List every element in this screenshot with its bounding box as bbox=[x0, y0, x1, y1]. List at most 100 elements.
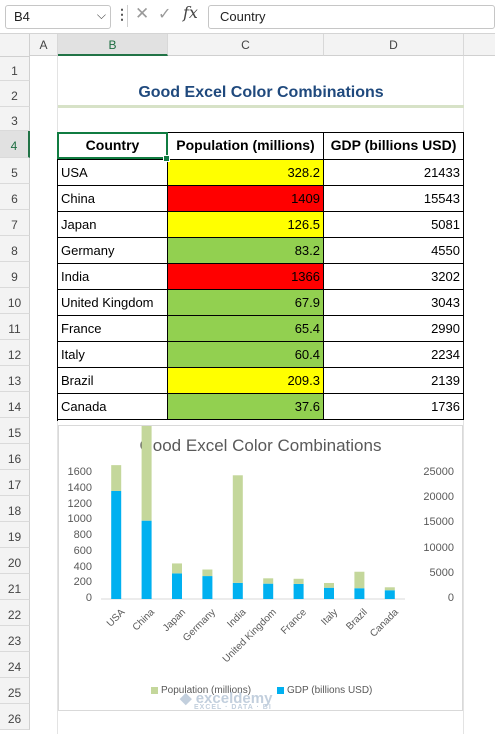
header-gdp[interactable]: GDP (billions USD) bbox=[324, 133, 464, 160]
check-icon[interactable]: ✓ bbox=[158, 6, 172, 23]
row-header-16[interactable]: 16 bbox=[0, 444, 30, 470]
bar-gdp[interactable] bbox=[111, 490, 122, 599]
fill-handle[interactable] bbox=[163, 155, 170, 162]
bar-population[interactable] bbox=[111, 465, 122, 491]
row-header-11[interactable]: 11 bbox=[0, 314, 30, 340]
bar-population[interactable] bbox=[172, 563, 182, 574]
bar-population[interactable] bbox=[202, 569, 213, 577]
header-population[interactable]: Population (millions) bbox=[168, 133, 324, 160]
bar-gdp[interactable] bbox=[324, 587, 334, 599]
column-header-c[interactable]: C bbox=[168, 34, 324, 56]
bar-population[interactable] bbox=[293, 578, 304, 584]
chart-title[interactable]: Good Excel Color Combinations bbox=[139, 436, 382, 455]
cell-population[interactable]: 83.2 bbox=[168, 238, 324, 264]
cell-gdp[interactable]: 2990 bbox=[324, 316, 464, 342]
row-header-25[interactable]: 25 bbox=[0, 678, 30, 704]
bar-gdp[interactable] bbox=[354, 588, 365, 599]
select-all-corner[interactable] bbox=[0, 34, 30, 57]
name-box[interactable]: B4 ⌵ bbox=[5, 5, 111, 29]
bar-gdp[interactable] bbox=[384, 590, 395, 599]
cell-population[interactable]: 67.9 bbox=[168, 290, 324, 316]
column-header-e[interactable] bbox=[464, 34, 495, 56]
formula-input[interactable]: Country bbox=[208, 5, 495, 29]
cell-gdp[interactable]: 3043 bbox=[324, 290, 464, 316]
chevron-down-icon[interactable]: ⌵ bbox=[96, 8, 106, 22]
cell-country[interactable]: Japan bbox=[58, 212, 168, 238]
cell-country[interactable]: United Kingdom bbox=[58, 290, 168, 316]
cell-gdp[interactable]: 1736 bbox=[324, 394, 464, 420]
row-header-21[interactable]: 21 bbox=[0, 574, 30, 600]
row-header-6[interactable]: 6 bbox=[0, 184, 30, 210]
bar-population[interactable] bbox=[324, 582, 334, 588]
cell-country[interactable]: Brazil bbox=[58, 368, 168, 394]
row-header-22[interactable]: 22 bbox=[0, 600, 30, 626]
bar-gdp[interactable] bbox=[172, 573, 182, 599]
bar-gdp[interactable] bbox=[202, 576, 213, 599]
row-header-23[interactable]: 23 bbox=[0, 626, 30, 652]
row-header-14[interactable]: 14 bbox=[0, 392, 30, 418]
row-header-5[interactable]: 5 bbox=[0, 158, 30, 184]
more-vertical-icon[interactable]: ⋮ bbox=[115, 6, 129, 22]
bar-gdp[interactable] bbox=[232, 582, 243, 599]
bar-population[interactable] bbox=[141, 426, 152, 521]
legend-item[interactable]: GDP (billions USD) bbox=[277, 685, 372, 696]
cell-population[interactable]: 1366 bbox=[168, 264, 324, 290]
row-header-1[interactable]: 1 bbox=[0, 57, 30, 81]
bar-gdp[interactable] bbox=[263, 583, 274, 599]
cell-country[interactable]: Italy bbox=[58, 342, 168, 368]
cell-gdp[interactable]: 4550 bbox=[324, 238, 464, 264]
cell-country[interactable]: Canada bbox=[58, 394, 168, 420]
cell-population[interactable]: 209.3 bbox=[168, 368, 324, 394]
row-header-26[interactable]: 26 bbox=[0, 704, 30, 730]
row-header-20[interactable]: 20 bbox=[0, 548, 30, 574]
row-header-4[interactable]: 4 bbox=[0, 131, 30, 158]
legend-label: Population (millions) bbox=[161, 685, 252, 696]
cell-population[interactable]: 60.4 bbox=[168, 342, 324, 368]
cell-country[interactable]: India bbox=[58, 264, 168, 290]
cell-gdp[interactable]: 5081 bbox=[324, 212, 464, 238]
row-header-12[interactable]: 12 bbox=[0, 340, 30, 366]
close-icon[interactable]: ✕ bbox=[135, 4, 150, 23]
row-header-17[interactable]: 17 bbox=[0, 470, 30, 496]
cell-country[interactable]: China bbox=[58, 186, 168, 212]
bar-gdp[interactable] bbox=[293, 583, 304, 599]
row-header-9[interactable]: 9 bbox=[0, 262, 30, 288]
cell-population[interactable]: 328.2 bbox=[168, 160, 324, 186]
cell-gdp[interactable]: 15543 bbox=[324, 186, 464, 212]
cell-country[interactable]: France bbox=[58, 316, 168, 342]
row-header-8[interactable]: 8 bbox=[0, 236, 30, 262]
cell-country[interactable]: Germany bbox=[58, 238, 168, 264]
cell-population[interactable]: 65.4 bbox=[168, 316, 324, 342]
bar-population[interactable] bbox=[232, 475, 243, 583]
row-header-13[interactable]: 13 bbox=[0, 366, 30, 392]
cell-gdp[interactable]: 2234 bbox=[324, 342, 464, 368]
cell-population[interactable]: 126.5 bbox=[168, 212, 324, 238]
y-tick-primary: 600 bbox=[73, 544, 92, 557]
row-header-24[interactable]: 24 bbox=[0, 652, 30, 678]
cell-gdp[interactable]: 2139 bbox=[324, 368, 464, 394]
row-header-19[interactable]: 19 bbox=[0, 522, 30, 548]
insert-function-button[interactable]: fx bbox=[183, 3, 198, 22]
row-header-2[interactable]: 2 bbox=[0, 81, 30, 107]
bar-population[interactable] bbox=[263, 578, 274, 584]
column-header-b[interactable]: B bbox=[58, 34, 168, 56]
cell-population[interactable]: 1409 bbox=[168, 186, 324, 212]
cell-gdp[interactable]: 21433 bbox=[324, 160, 464, 186]
bar-population[interactable] bbox=[384, 587, 395, 591]
bar-population[interactable] bbox=[354, 571, 365, 589]
cell-country[interactable]: USA bbox=[58, 160, 168, 186]
legend-item[interactable]: Population (millions) bbox=[151, 685, 251, 696]
column-header-d[interactable]: D bbox=[324, 34, 464, 56]
row-header-10[interactable]: 10 bbox=[0, 288, 30, 314]
cell-gdp[interactable]: 3202 bbox=[324, 264, 464, 290]
y-tick-primary: 800 bbox=[73, 529, 92, 541]
row-header-18[interactable]: 18 bbox=[0, 496, 30, 522]
row-header-3[interactable]: 3 bbox=[0, 107, 30, 131]
chart[interactable]: Good Excel Color Combinations USA China Ja… bbox=[58, 425, 463, 711]
cell-population[interactable]: 37.6 bbox=[168, 394, 324, 420]
bar-gdp[interactable] bbox=[141, 520, 152, 599]
row-header-15[interactable]: 15 bbox=[0, 418, 30, 444]
column-header-a[interactable]: A bbox=[30, 34, 58, 56]
y-tick-primary: 1400 bbox=[67, 481, 92, 494]
row-header-7[interactable]: 7 bbox=[0, 210, 30, 236]
